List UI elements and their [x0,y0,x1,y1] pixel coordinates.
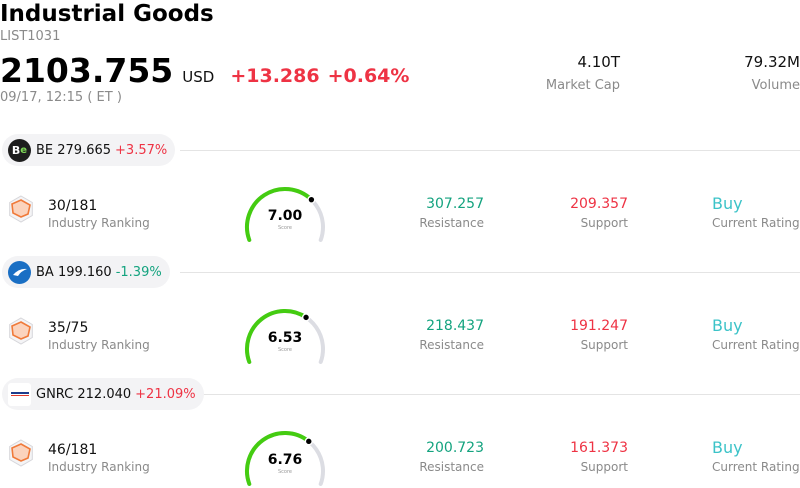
score-value: 6.76 [267,452,303,468]
stock-change-percent: +3.57% [115,142,168,158]
volume-value: 79.32M [744,53,800,71]
section-divider [180,272,800,273]
support-label: Support [580,216,628,230]
score-gauge [245,187,325,242]
score-gauge-marker [301,313,311,322]
current-rating-label: Current Rating [712,460,800,474]
section-divider [180,150,800,151]
support-label: Support [580,460,628,474]
volume-label: Volume [751,78,800,93]
resistance-metric: 200.723 Resistance [419,440,484,475]
resistance-value: 218.437 [426,318,484,334]
resistance-metric: 218.437 Resistance [419,318,484,353]
index-code: LIST1031 [0,29,61,44]
stock-metrics-row: 35/75 Industry Ranking 6.53 Score 218.437 Res… [0,294,800,374]
stock-pill[interactable]: BA 199.160 -1.39% [2,256,170,288]
industry-ranking-label: Industry Ranking [48,338,150,352]
quote-timestamp: 09/17, 12:15 ( ET ) [0,90,122,105]
support-value: 209.357 [570,196,628,212]
volume-stat: 79.32M Volume [744,53,800,94]
stock-change-percent: -1.39% [115,264,162,280]
stock-metrics-row: 30/181 Industry Ranking 7.00 Score 307.257 Re… [0,172,800,252]
industry-ranking-radar-icon [9,317,33,345]
market-cap-stat: 4.10T Market Cap [546,53,620,94]
support-value: 191.247 [570,318,628,334]
score-label: Score [277,469,292,475]
industry-ranking-label: Industry Ranking [48,216,150,230]
current-rating-value[interactable]: Buy [712,316,743,335]
score-gauge-fill [245,309,309,364]
resistance-value: 200.723 [426,440,484,456]
support-label: Support [580,338,628,352]
stock-pill[interactable]: GNRC 212.040 +21.09% [2,378,204,410]
support-metric: 161.373 Support [570,440,628,475]
index-price: 2103.755 [0,51,174,90]
stock-metrics-row: 46/181 Industry Ranking 6.76 Score 200.723 Re… [0,416,800,488]
industry-ranking-value: 46/181 [48,442,98,458]
current-rating-value[interactable]: Buy [712,194,743,213]
industry-ranking-value: 30/181 [48,198,98,214]
support-metric: 191.247 Support [570,318,628,353]
score-value: 6.53 [267,330,303,346]
resistance-metric: 307.257 Resistance [419,196,484,231]
current-rating-label: Current Rating [712,338,800,352]
resistance-value: 307.257 [426,196,484,212]
support-metric: 209.357 Support [570,196,628,231]
generac-logo-icon [8,382,31,406]
section-divider [180,394,800,395]
industry-ranking-radar-icon [9,195,33,223]
price-row: 2103.755 USD +13.286 +0.64% [0,52,409,90]
stock-symbol-price: GNRC 212.040 [36,386,132,402]
current-rating[interactable]: Buy Current Rating [712,194,800,231]
score-gauge-fill [245,431,311,486]
stock-symbol-price: BA 199.160 [36,264,112,280]
score-label: Score [277,225,292,231]
stock-symbol-price: BE 279.665 [36,142,112,158]
score-gauge [245,309,325,364]
market-cap-value: 4.10T [577,53,620,71]
score-gauge [245,431,325,486]
score-label: Score [277,347,292,353]
industry-ranking-value: 35/75 [48,320,89,336]
price-change: +13.286 [230,65,320,87]
current-rating[interactable]: Buy Current Rating [712,316,800,353]
score-gauge-marker [307,195,316,204]
support-value: 161.373 [570,440,628,456]
score-gauge-marker [304,437,313,446]
score-value: 7.00 [267,208,303,224]
current-rating[interactable]: Buy Current Rating [712,438,800,475]
currency-label: USD [182,68,215,86]
market-cap-label: Market Cap [545,78,620,93]
boeing-logo-icon [8,260,31,284]
current-rating-label: Current Rating [712,216,800,230]
score-gauge-fill [245,187,314,242]
resistance-label: Resistance [419,460,484,474]
industry-ranking-label: Industry Ranking [48,460,150,474]
stock-change-percent: +21.09% [135,386,196,402]
industry-ranking-radar-icon [9,439,33,467]
resistance-label: Resistance [419,338,484,352]
resistance-label: Resistance [419,216,484,230]
price-change-percent: +0.64% [327,65,410,87]
current-rating-value[interactable]: Buy [712,438,743,457]
page-title: Industrial Goods [0,1,214,27]
